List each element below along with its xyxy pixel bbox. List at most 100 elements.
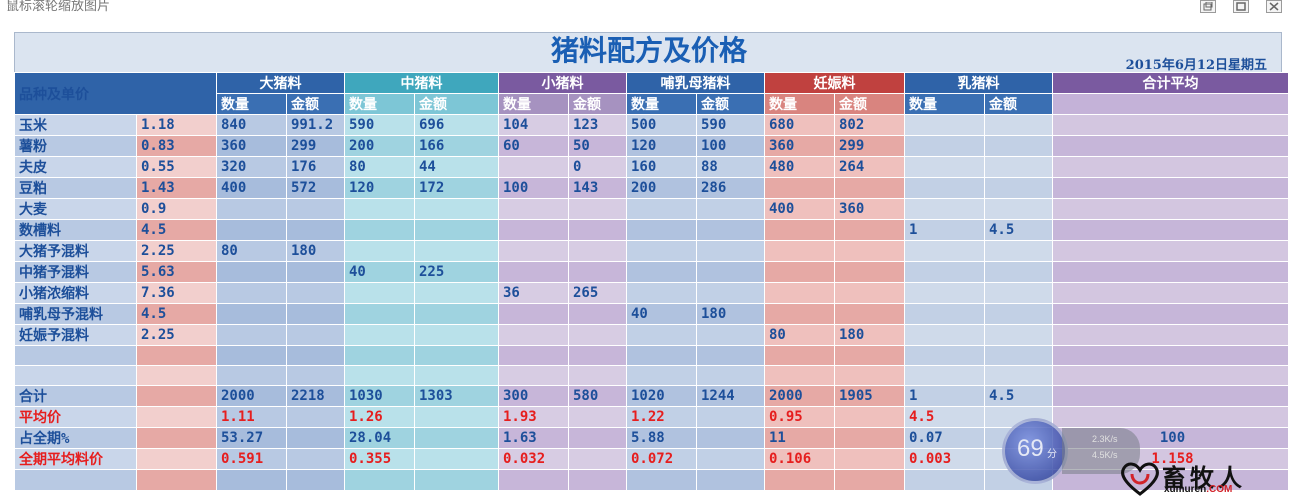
qty-cell: 1 — [904, 219, 985, 241]
qty-cell — [344, 219, 415, 241]
qty-header: 数量 — [498, 93, 569, 115]
amt-cell — [696, 324, 765, 346]
amt-cell — [696, 427, 765, 450]
total-cell — [1052, 219, 1289, 241]
qty-cell — [216, 344, 287, 367]
qty-cell: 0.355 — [344, 448, 415, 471]
maximize-button[interactable] — [1233, 0, 1249, 13]
qty-cell: 1030 — [344, 385, 415, 408]
amt-cell — [834, 365, 905, 387]
restore-button[interactable] — [1200, 0, 1216, 13]
qty-cell — [764, 282, 835, 304]
amt-cell — [834, 261, 905, 283]
qty-cell — [344, 198, 415, 220]
qty-cell: 500 — [626, 114, 697, 136]
total-cell — [1052, 365, 1289, 387]
qty-cell — [498, 344, 569, 367]
amt-cell: 590 — [696, 114, 765, 136]
close-button[interactable] — [1266, 0, 1282, 13]
item-price: 4.5 — [136, 303, 217, 325]
qty-cell — [626, 240, 697, 262]
qty-cell: 80 — [344, 156, 415, 178]
window-titlebar: 鼠标滚轮缩放图片 — [0, 0, 1289, 22]
qty-cell — [626, 282, 697, 304]
total-cell — [1052, 135, 1289, 157]
score-badge[interactable]: 69 分 — [1002, 418, 1068, 484]
qty-cell — [626, 469, 697, 491]
qty-cell: 60 — [498, 135, 569, 157]
amt-cell — [568, 427, 627, 450]
amt-header: 金额 — [286, 93, 345, 115]
amt-cell — [696, 282, 765, 304]
item-price: 0.9 — [136, 198, 217, 220]
item-name: 大猪予混料 — [14, 240, 137, 262]
amt-cell: 172 — [414, 177, 499, 199]
table-row: 合计 2000 2218 1030 1303 300 580 1020 1244 2000 1905… — [14, 385, 1289, 408]
item-name — [14, 469, 137, 491]
qty-cell — [904, 261, 985, 283]
header-name: 品种及单价 — [14, 72, 217, 115]
amt-cell — [696, 365, 765, 387]
qty-cell: 1.11 — [216, 406, 287, 429]
speed-up: 2.3K/s — [1092, 434, 1118, 444]
qty-cell: 300 — [498, 385, 569, 408]
item-name: 合计 — [14, 385, 137, 408]
amt-cell — [834, 406, 905, 429]
amt-cell: 50 — [568, 135, 627, 157]
qty-cell — [904, 135, 985, 157]
table-row: 豆粕 1.43 400 572 120 172 100 143 200 286 — [14, 177, 1289, 199]
amt-cell — [286, 448, 345, 471]
total-cell — [1052, 469, 1289, 491]
item-name: 玉米 — [14, 114, 137, 136]
qty-cell: 590 — [344, 114, 415, 136]
amt-cell: 166 — [414, 135, 499, 157]
qty-cell: 40 — [626, 303, 697, 325]
table-row: 小猪浓缩料 7.36 36 265 — [14, 282, 1289, 304]
qty-cell — [626, 365, 697, 387]
amt-cell — [568, 365, 627, 387]
qty-cell — [344, 344, 415, 367]
qty-cell: 1.26 — [344, 406, 415, 429]
amt-cell: 225 — [414, 261, 499, 283]
qty-cell — [498, 240, 569, 262]
qty-cell — [216, 469, 287, 491]
amt-cell: 572 — [286, 177, 345, 199]
qty-cell: 1.93 — [498, 406, 569, 429]
restore-icon — [1203, 2, 1213, 11]
item-price — [136, 448, 217, 471]
qty-cell — [764, 344, 835, 367]
qty-cell — [344, 324, 415, 346]
item-price: 7.36 — [136, 282, 217, 304]
qty-cell — [216, 365, 287, 387]
qty-cell — [626, 261, 697, 283]
amt-cell — [414, 427, 499, 450]
amt-cell: 1244 — [696, 385, 765, 408]
qty-cell: 0.591 — [216, 448, 287, 471]
table-row: 夫皮 0.55 320 176 80 44 0 160 88 480 264 — [14, 156, 1289, 178]
qty-header: 数量 — [764, 93, 835, 115]
qty-header: 数量 — [216, 93, 287, 115]
score-unit: 分 — [1047, 449, 1057, 460]
qty-cell — [764, 177, 835, 199]
item-price — [136, 344, 217, 367]
item-name: 中猪予混料 — [14, 261, 137, 283]
window-title: 鼠标滚轮缩放图片 — [6, 0, 111, 14]
table-row — [14, 365, 1289, 387]
amt-cell: 4.5 — [984, 219, 1053, 241]
amt-cell — [568, 261, 627, 283]
amt-cell — [568, 324, 627, 346]
amt-cell — [414, 324, 499, 346]
table-row: 大麦 0.9 400 360 — [14, 198, 1289, 220]
amt-cell — [414, 282, 499, 304]
qty-cell — [498, 469, 569, 491]
amt-cell — [696, 240, 765, 262]
amt-cell: 100 — [696, 135, 765, 157]
qty-cell: 120 — [344, 177, 415, 199]
total-cell — [1052, 324, 1289, 346]
amt-cell: 264 — [834, 156, 905, 178]
qty-cell: 200 — [626, 177, 697, 199]
qty-cell: 4.5 — [904, 406, 985, 429]
item-price — [136, 365, 217, 387]
amt-cell — [834, 177, 905, 199]
amt-cell — [696, 219, 765, 241]
